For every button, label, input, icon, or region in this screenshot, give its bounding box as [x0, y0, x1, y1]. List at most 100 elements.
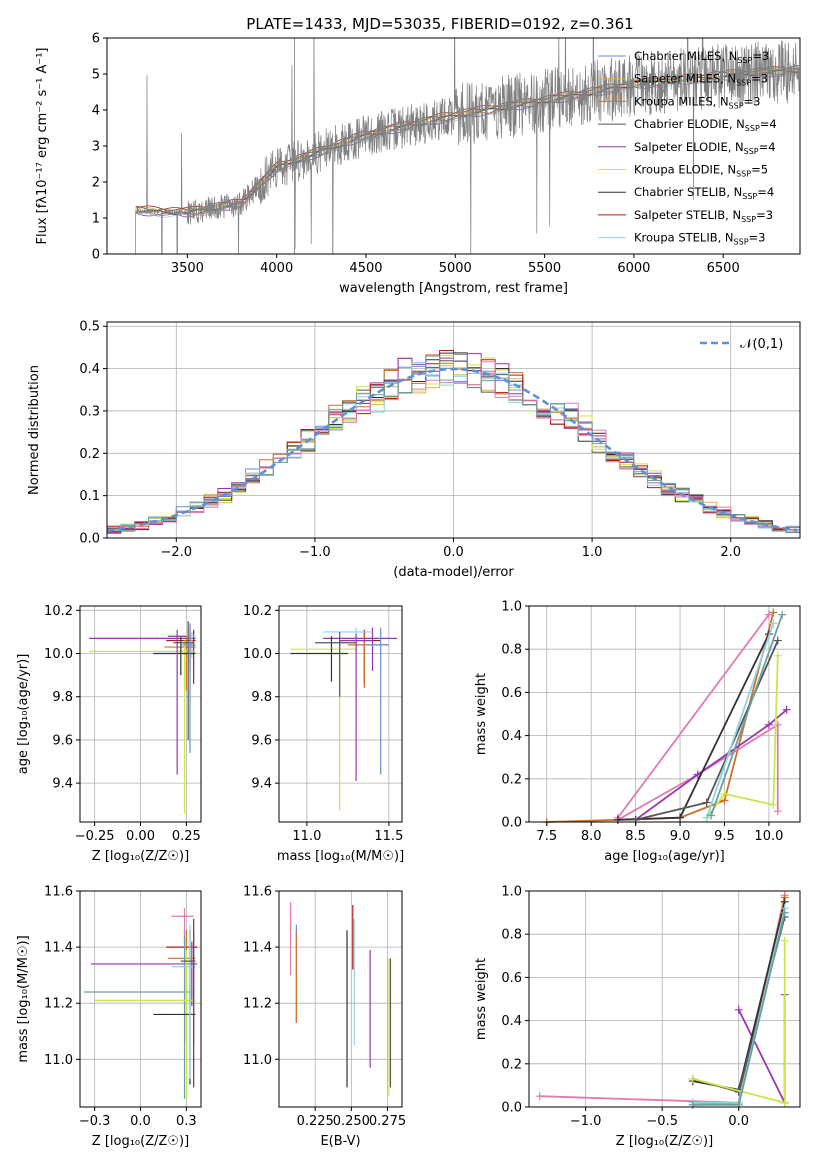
x-axis-label: mass [log₁₀(M/M☉)] [277, 849, 404, 864]
x-tick-label: 11.5 [374, 829, 403, 844]
y-tick-label: 11.2 [243, 997, 272, 1012]
x-tick-label: 0.25 [172, 829, 201, 844]
subscript: SSP [741, 215, 756, 224]
y-axis-label: Flux [fλ10⁻¹⁷ erg cm⁻² s⁻¹ A⁻¹] [35, 48, 50, 245]
point-marker [613, 815, 622, 824]
x-tick-label: 5000 [439, 261, 472, 276]
panel-spectrum: Chabrier MILES, NSSP=3 Salpeter MILES, NS… [35, 32, 801, 296]
legend-label: Salpeter STELIB, NSSP=3 [634, 208, 773, 224]
y-tick-label: 4 [92, 104, 100, 119]
y-tick-label: 10.2 [243, 604, 272, 619]
point-marker [764, 610, 773, 619]
y-tick-label: 11.4 [243, 941, 272, 956]
y-tick-label: 11.4 [44, 941, 73, 956]
legend-label: Salpeter ELODIE, NSSP=4 [634, 140, 776, 156]
panel-age-vs-Z: −0.25 0.00 0.25 9.4 9.6 9.8 10.0 10.2 Z [log₁₀(Z… [16, 604, 202, 864]
data-spectrum [135, 38, 800, 254]
point-marker [782, 705, 791, 714]
x-tick-label: −0.3 [79, 1114, 111, 1129]
x-axis-label: wavelength [Angstrom, rest frame] [339, 281, 568, 296]
y-tick-label: 1.0 [501, 885, 522, 900]
y-tick-label: 10.0 [243, 647, 272, 662]
weight-line [710, 614, 784, 816]
y-tick-label: 0.8 [501, 643, 522, 658]
y-tick-label: 0.0 [79, 532, 100, 547]
y-tick-label: 0.1 [79, 489, 100, 504]
x-tick-label: 0.0 [130, 1114, 151, 1129]
point-marker [780, 1098, 789, 1107]
point-marker [702, 813, 711, 822]
legend-label: 𝒩(0,1) [740, 337, 783, 352]
point-marker [676, 813, 685, 822]
y-tick-label: 0.2 [79, 447, 100, 462]
legend-label: Kroupa STELIB, NSSP=3 [634, 231, 765, 247]
x-tick-label: −0.5 [646, 1114, 678, 1129]
y-tick-label: 1.0 [501, 600, 522, 615]
subscript: SSP [744, 147, 759, 156]
weight-line [705, 655, 779, 819]
legend-label: Kroupa ELODIE, NSSP=5 [634, 163, 768, 179]
x-tick-label: 5500 [528, 261, 561, 276]
x-tick-label: −2.0 [161, 545, 193, 560]
x-tick-label: 11.0 [292, 829, 321, 844]
y-tick-label: 2 [92, 176, 100, 191]
x-tick-label: 9.0 [670, 829, 691, 844]
y-tick-label: 11.2 [44, 997, 73, 1012]
x-tick-label: 1.0 [582, 545, 603, 560]
legend-label: Chabrier ELODIE, NSSP=4 [634, 117, 777, 133]
axes-frame [528, 605, 801, 823]
subscript: SSP [736, 79, 751, 88]
x-tick-label: 9.5 [714, 829, 735, 844]
y-tick-label: 0 [92, 248, 100, 263]
x-tick-label: 2.0 [720, 545, 741, 560]
subscript: SSP [737, 56, 752, 65]
x-tick-label: 4000 [260, 261, 293, 276]
y-tick-label: 5 [92, 68, 100, 83]
legend-label: Chabrier MILES, NSSP=3 [634, 49, 769, 65]
legend-count: =3 [756, 208, 773, 222]
panel-weight-vs-Z: −1.0 −0.5 0.0 0.0 0.2 0.4 0.6 0.8 1.0 Z [log₁₀(Z/… [474, 885, 801, 1149]
panel-weight-vs-age: 7.5 8.0 8.5 9.0 9.5 10.0 0.0 0.2 0.4 0.6 0.8 1.0 age… [474, 600, 801, 864]
y-tick-label: 11.6 [44, 885, 73, 900]
y-tick-label: 0.2 [501, 1057, 522, 1072]
point-marker [778, 610, 787, 619]
y-tick-label: 0.0 [501, 816, 522, 831]
axes-frame [528, 890, 801, 1108]
point-marker [780, 908, 789, 917]
panel-mass-vs-Z: −0.3 0.0 0.3 11.0 11.2 11.4 11.6 Z [log₁₀(Z/Z☉)… [16, 885, 202, 1149]
x-tick-label: 0.00 [126, 829, 155, 844]
point-marker [707, 811, 716, 820]
axes-frame [278, 890, 403, 1108]
x-axis-label: (data-model)/error [393, 565, 514, 580]
y-tick-label: 6 [92, 32, 100, 47]
normal-curve [106, 367, 798, 532]
legend-count: =4 [759, 140, 776, 154]
point-marker [769, 619, 778, 628]
x-tick-label: 0.3 [176, 1114, 197, 1129]
x-tick-label: 0.225 [297, 1114, 334, 1129]
x-tick-label: 0.275 [369, 1114, 406, 1129]
subscript: SSP [729, 101, 744, 110]
y-axis-label: mass [log₁₀(M/M☉)] [16, 935, 31, 1062]
y-axis-label: Normed distribution [27, 365, 42, 495]
point-marker [773, 651, 782, 660]
x-tick-label: 8.0 [581, 829, 602, 844]
point-marker [535, 1092, 544, 1101]
x-tick-label: −1.0 [299, 545, 331, 560]
subscript: SSP [734, 238, 749, 247]
y-tick-label: 9.6 [251, 733, 272, 748]
x-tick-label: 0.0 [443, 545, 464, 560]
x-tick-label: 3500 [171, 261, 204, 276]
panel-age-vs-mass: 11.0 11.5 9.4 9.6 9.8 10.0 10.2 mass [log₁₀(M/M… [243, 604, 404, 864]
y-tick-label: 0.4 [501, 1014, 522, 1029]
legend-count: =4 [760, 117, 777, 131]
subscript: SSP [745, 124, 760, 133]
y-tick-label: 0.4 [501, 729, 522, 744]
point-marker [688, 1074, 697, 1083]
weight-line [546, 612, 775, 823]
weight-line [617, 723, 779, 821]
point-marker [720, 789, 729, 798]
point-marker [773, 636, 782, 645]
